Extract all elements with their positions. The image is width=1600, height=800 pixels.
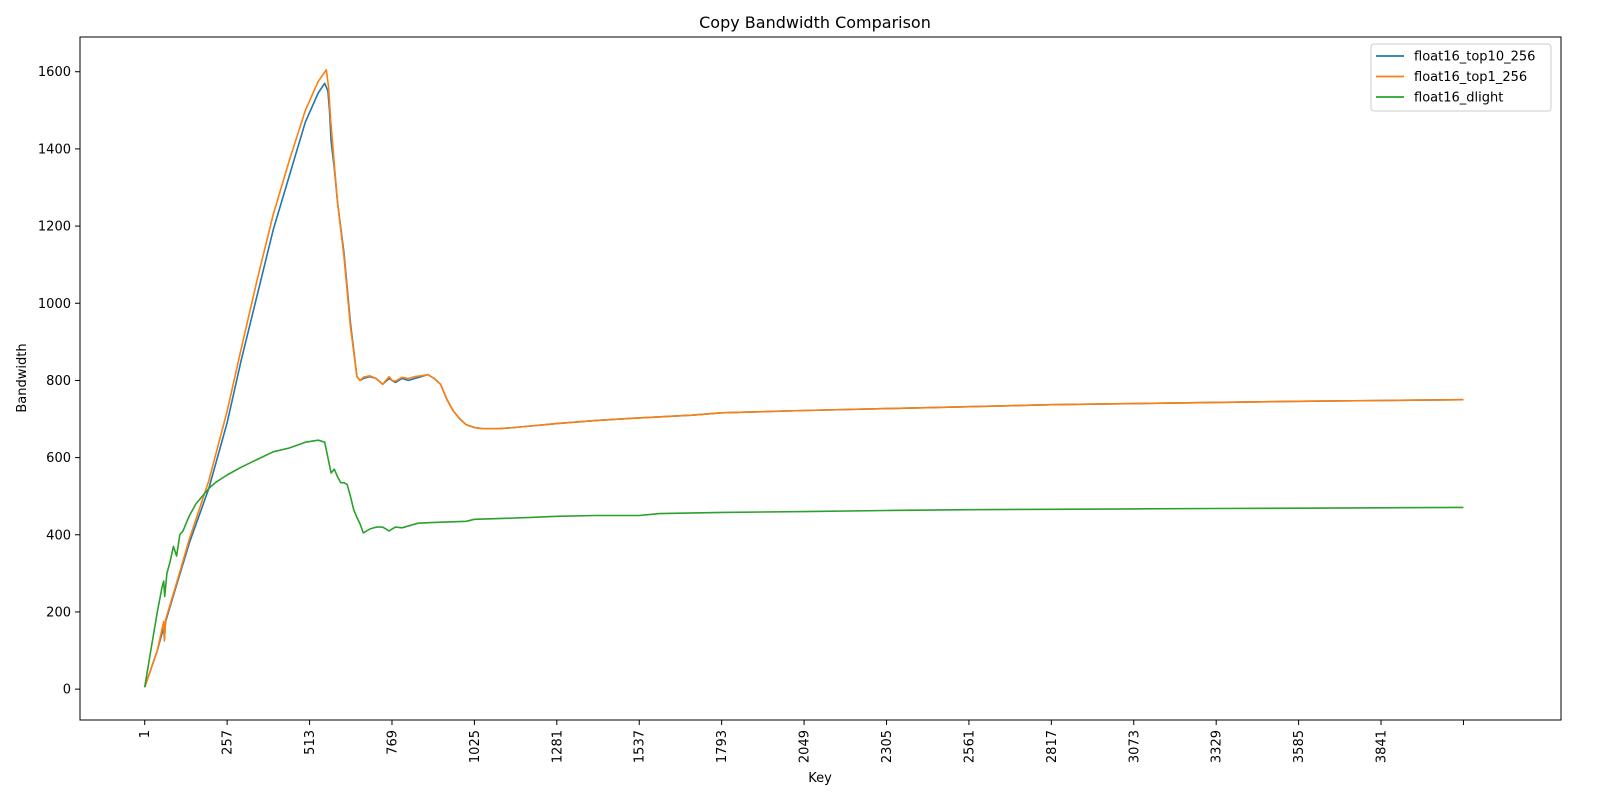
x-tick-label: 513 [303, 730, 318, 755]
series-line-float16-dlight [143, 439, 1464, 688]
x-tick-label: 2817 [1045, 730, 1060, 763]
y-tick-label: 0 [63, 683, 71, 698]
x-axis: 1 257 513 769 1025 1281 1537 1793 2049 2305 2561 28… [138, 720, 1464, 763]
y-tick-label: 400 [46, 528, 71, 543]
y-tick-label: 1400 [38, 142, 71, 157]
y-tick-label: 200 [46, 605, 71, 620]
x-tick-label: 1025 [468, 730, 483, 763]
x-tick-label: 3585 [1292, 730, 1307, 763]
x-tick-label: 1537 [633, 730, 648, 763]
y-tick-label: 1200 [38, 220, 71, 235]
x-tick-label: 1 [138, 730, 153, 738]
x-tick-label: 3073 [1127, 730, 1142, 763]
x-tick-label: 3841 [1375, 730, 1390, 763]
y-tick-label: 800 [46, 374, 71, 389]
y-axis: 0 200 400 600 800 1000 1200 1400 1600 [38, 65, 80, 698]
x-tick-label: 2305 [880, 730, 895, 763]
x-axis-label: Key [808, 771, 832, 786]
x-tick-label: 3329 [1210, 730, 1225, 763]
legend-box [1370, 43, 1552, 112]
x-tick-label: 1793 [715, 730, 730, 763]
legend-entry-label: float16_dlight [1414, 91, 1503, 106]
x-tick-label: 257 [221, 730, 236, 755]
y-tick-label: 600 [46, 451, 71, 466]
series-line-float16-top1-256 [143, 69, 1464, 688]
y-tick-label: 1000 [38, 297, 71, 312]
x-tick-label: 2049 [798, 730, 813, 763]
x-tick-label: 2561 [962, 730, 977, 763]
y-tick-label: 1600 [38, 65, 71, 80]
plot-frame [79, 36, 1562, 721]
y-axis-label: Bandwidth [15, 343, 30, 412]
plot-area [143, 69, 1464, 688]
legend-entry-label: float16_top10_256 [1414, 50, 1535, 65]
x-tick-label: 1281 [550, 730, 565, 763]
chart-title: Copy Bandwidth Comparison [699, 13, 931, 32]
x-tick-label: 769 [385, 730, 400, 755]
legend: float16_top10_256 float16_top1_256 float16… [1370, 43, 1552, 112]
legend-entry-label: float16_top1_256 [1414, 70, 1527, 85]
